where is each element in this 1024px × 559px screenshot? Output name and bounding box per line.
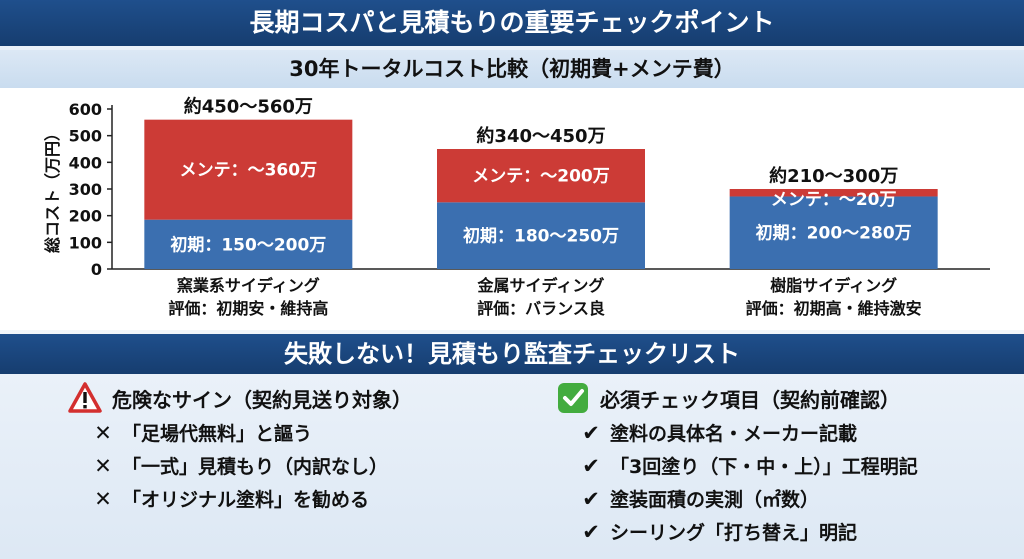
danger-sign-item: ✕ 「足場代無料」と謳う [68,416,508,449]
danger-sign-item: ✕ 「一式」見積もり（内訳なし） [68,449,508,482]
bar-segment-label: 初期：200〜280万 [756,223,912,244]
x-category-note: 評価：初期高・維持激安 [746,299,922,318]
main-title: 長期コスパと見積もりの重要チェックポイント [249,8,775,37]
cross-mark-icon: ✕ [94,420,112,445]
cross-mark-icon: ✕ [94,486,112,511]
x-category-note: 評価：バランス良 [477,299,605,318]
checklist-banner: 失敗しない！見積もり監査チェックリスト [0,334,1024,374]
warning-icon [68,382,102,413]
bar-segment-maintenance [729,189,938,197]
checklist-title: 失敗しない！見積もり監査チェックリスト [284,340,740,368]
y-tick-label: 200 [69,207,102,226]
bar-segment-initial [437,202,645,269]
bar-total-label: 約210〜300万 [769,165,898,187]
danger-sign-item-label: 「足場代無料」と謳う [122,423,313,445]
check-box-icon [558,383,588,413]
check-mark-icon: ✔ [582,420,600,445]
check-mark-icon: ✔ [582,486,600,511]
danger-signs-list: ✕ 「足場代無料」と謳う ✕ 「一式」見積もり（内訳なし） ✕ 「オリジナル塗料」を勧める [68,416,508,515]
danger-sign-item-label: 「オリジナル塗料」を勧める [122,489,370,511]
bar-segment-label: 初期：180〜250万 [463,226,619,247]
y-tick-label: 600 [69,100,102,119]
cross-mark-icon: ✕ [94,453,112,478]
required-check-item-label: 塗料の具体名・メーカー記載 [610,423,858,445]
required-check-item: ✔ 塗装面積の実測（㎡数） [556,482,996,515]
check-mark-icon: ✔ [582,519,600,544]
bar-total-label: 約340〜450万 [476,125,605,147]
danger-sign-item-label: 「一式」見積もり（内訳なし） [122,456,389,478]
bar-segment-maintenance [144,119,353,220]
x-category-note: 評価：初期安・維持高 [168,299,328,318]
required-check-item-label: 塗装面積の実測（㎡数） [610,489,820,511]
bar-total-label: 約450〜560万 [184,96,313,118]
danger-signs-column: 危険なサイン（契約見送り対象） ✕ 「足場代無料」と謳う ✕ 「一式」見積もり（内訳な… [68,380,508,515]
required-check-item-label: 「3回塗り（下・中・上）」工程明記 [610,456,918,478]
y-tick-label: 0 [91,260,102,279]
x-category-label: 窯業系サイディング [177,276,320,295]
required-check-item-label: シーリング「打ち替え」明記 [610,522,858,544]
cost-chart: 0 100 200 300 400 500 600 総コスト（万円） 初期：150〜200万 メン… [0,88,1024,330]
y-axis-label: 総コスト（万円） [43,125,62,253]
x-category-label: 樹脂サイディング [770,276,897,295]
x-category-label: 金属サイディング [477,276,605,295]
bar-segment-label: 初期：150〜200万 [170,234,326,255]
bar-segment-initial [144,219,353,269]
required-checks-heading: 必須チェック項目（契約前確認） [556,380,996,416]
required-check-item: ✔ シーリング「打ち替え」明記 [556,515,996,548]
required-check-item: ✔ 塗料の具体名・メーカー記載 [556,416,996,449]
bar-segment-label: メンテ：〜360万 [180,161,318,181]
required-checks-list: ✔ 塗料の具体名・メーカー記載 ✔ 「3回塗り（下・中・上）」工程明記 ✔ 塗装面積の実測… [556,416,996,548]
required-checks-title: 必須チェック項目（契約前確認） [600,387,900,412]
danger-sign-item: ✕ 「オリジナル塗料」を勧める [68,482,508,515]
required-checks-column: 必須チェック項目（契約前確認） ✔ 塗料の具体名・メーカー記載 ✔ 「3回塗り（下・中… [556,380,996,548]
bar-segment-initial [729,196,938,269]
bar-segment-label: メンテ：〜200万 [472,167,610,187]
y-tick-label: 100 [69,233,102,252]
bar-segment-maintenance [437,149,645,203]
check-mark-icon: ✔ [582,453,600,478]
y-tick-label: 300 [69,180,102,199]
danger-signs-title: 危険なサイン（契約見送り対象） [112,387,412,412]
bar-segment-label: メンテ：〜20万 [771,190,897,210]
danger-signs-heading: 危険なサイン（契約見送り対象） [68,380,508,416]
chart-section-title: 30年トータルコスト比較（初期費+メンテ費） [0,50,1024,88]
y-tick-label: 500 [69,127,102,146]
required-check-item: ✔ 「3回塗り（下・中・上）」工程明記 [556,449,996,482]
main-title-banner: 長期コスパと見積もりの重要チェックポイント [0,0,1024,46]
y-tick-label: 400 [69,153,102,172]
chart-title: 30年トータルコスト比較（初期費+メンテ費） [289,57,735,81]
checklist-panel: 危険なサイン（契約見送り対象） ✕ 「足場代無料」と謳う ✕ 「一式」見積もり（内訳な… [0,374,1024,559]
